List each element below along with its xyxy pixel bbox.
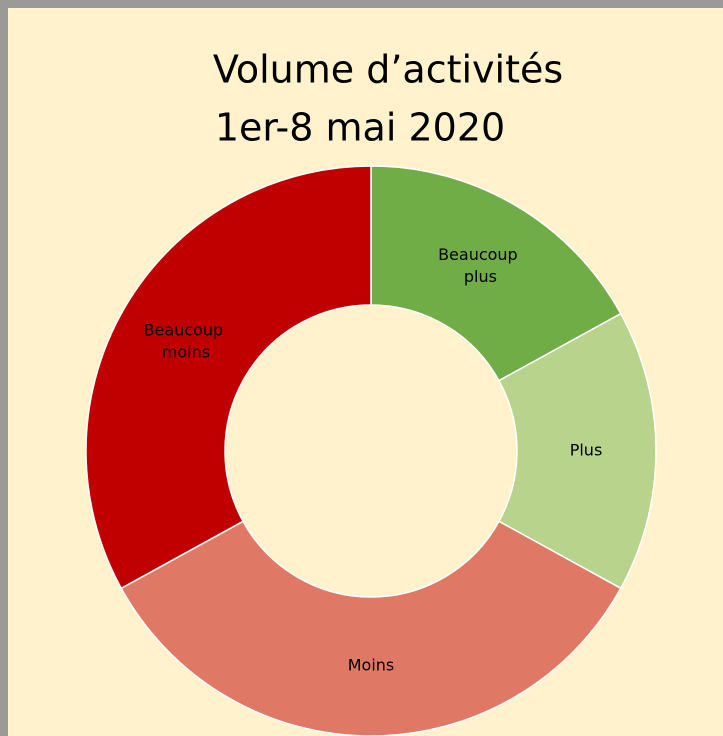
donut-slice — [85, 165, 372, 590]
chart-subtitle: 1er-8 mai 2020 — [215, 106, 505, 150]
slice-label: Plus — [570, 441, 603, 460]
slice-label: Beaucoup plus — [438, 244, 523, 285]
slice-label: Moins — [348, 656, 395, 675]
labels: Beaucoup plus Plus Moins Beaucoup moins — [144, 244, 603, 674]
chart-title: Volume d’activités — [213, 48, 563, 92]
slices — [85, 165, 657, 736]
slice-label: Beaucoup moins — [144, 320, 229, 361]
donut-slice — [120, 520, 622, 736]
donut-slice — [370, 165, 622, 382]
donut-slice — [497, 312, 657, 590]
